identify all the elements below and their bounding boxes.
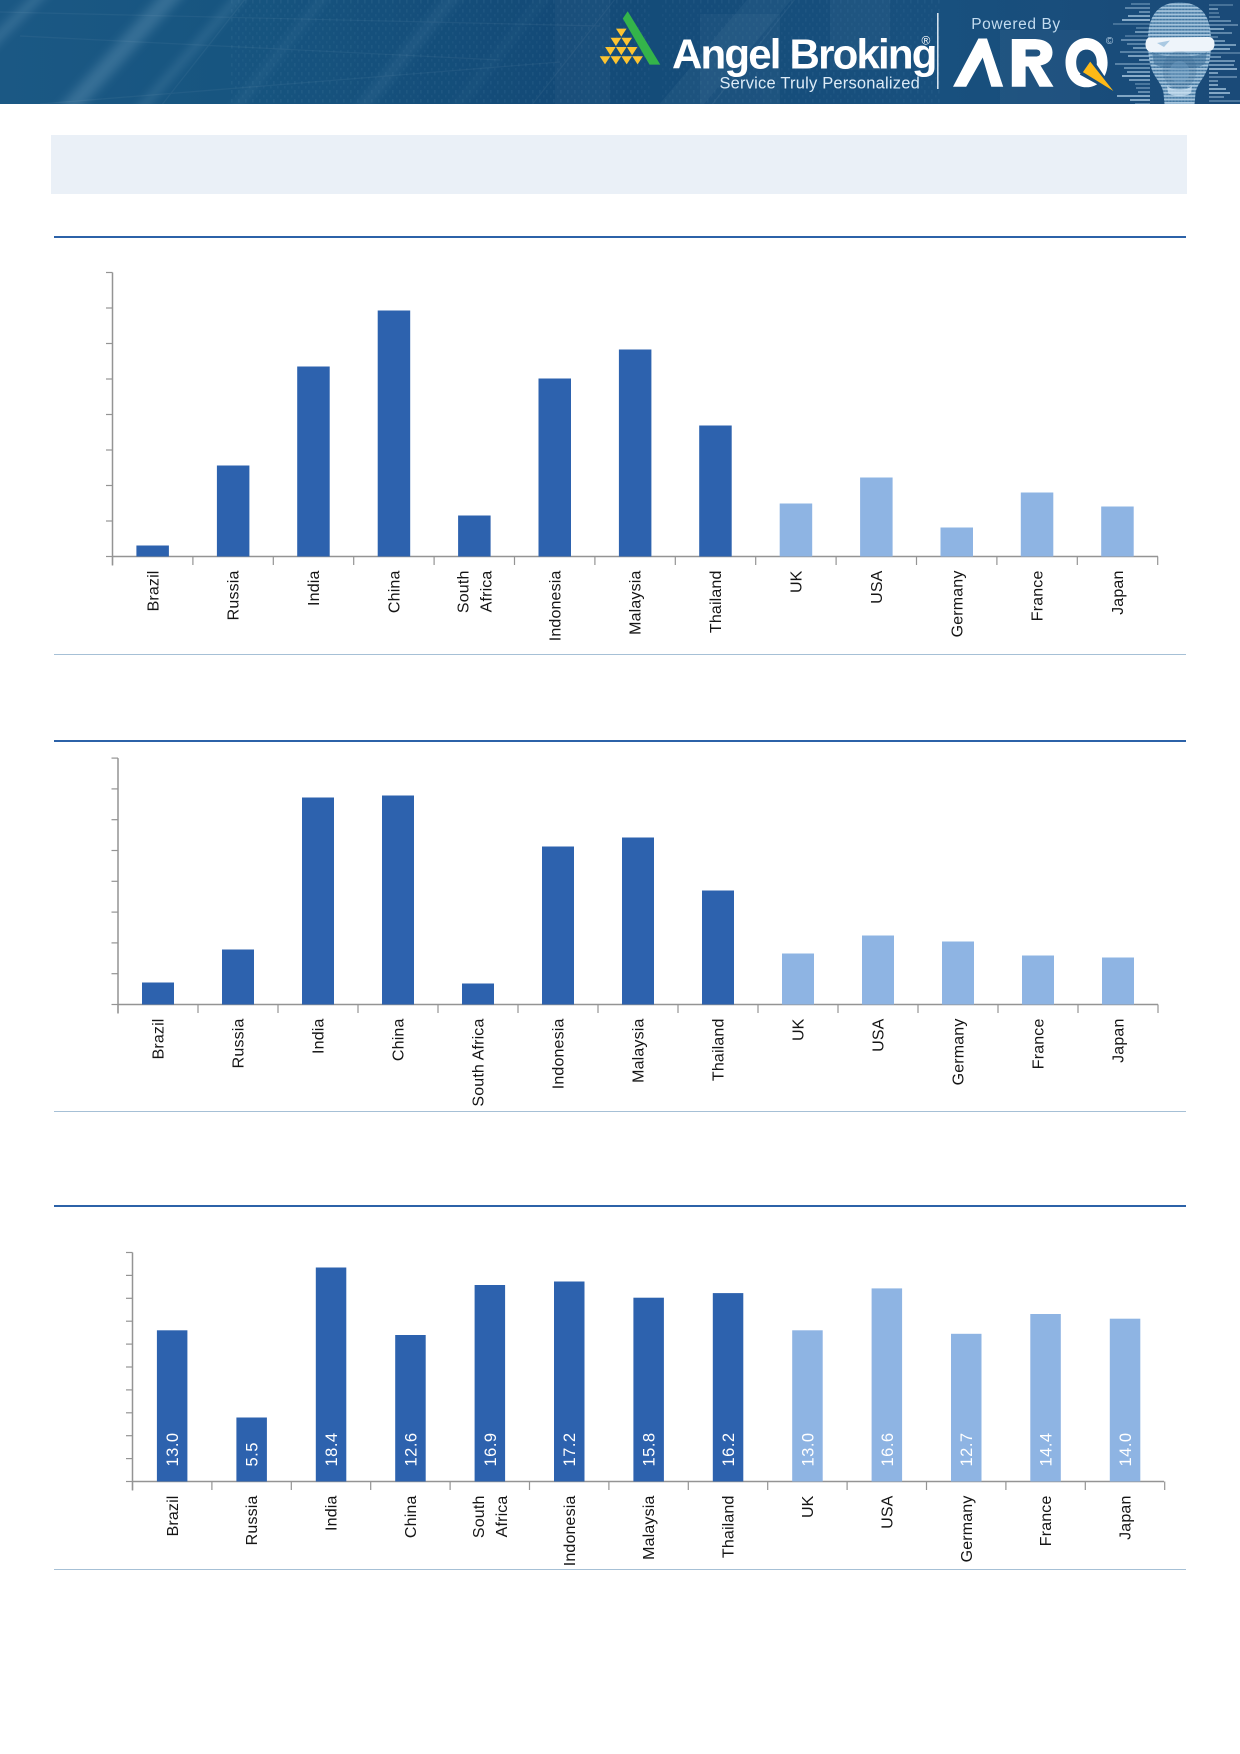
svg-text:UK: UK — [791, 1018, 808, 1041]
svg-text:Malaysia: Malaysia — [631, 1019, 648, 1083]
svg-text:Service Truly Personalized: Service Truly Personalized — [719, 75, 920, 93]
svg-text:Germany: Germany — [949, 571, 966, 638]
svg-text:Thailand: Thailand — [708, 571, 725, 634]
svg-text:France: France — [1038, 1496, 1055, 1547]
svg-text:13.0: 13.0 — [799, 1432, 817, 1466]
svg-text:Japan: Japan — [1118, 1496, 1135, 1540]
svg-text:16.9: 16.9 — [482, 1432, 500, 1466]
svg-text:France: France — [1030, 571, 1047, 622]
svg-text:Africa: Africa — [478, 571, 495, 613]
svg-text:USA: USA — [871, 1018, 888, 1052]
svg-text:Russia: Russia — [231, 1019, 248, 1069]
svg-text:Germany: Germany — [959, 1496, 976, 1563]
svg-text:Brazil: Brazil — [151, 1019, 168, 1060]
svg-text:13.0: 13.0 — [164, 1432, 182, 1466]
svg-text:15.8: 15.8 — [641, 1432, 659, 1466]
svg-text:USA: USA — [869, 570, 886, 604]
svg-text:China: China — [387, 571, 404, 614]
svg-text:India: India — [306, 571, 323, 606]
svg-text:16.2: 16.2 — [720, 1432, 738, 1466]
svg-text:Brazil: Brazil — [165, 1496, 182, 1537]
svg-text:Powered By: Powered By — [971, 16, 1061, 33]
svg-text:Indonesia: Indonesia — [547, 571, 564, 642]
svg-text:South: South — [456, 571, 473, 614]
svg-text:16.6: 16.6 — [879, 1432, 897, 1466]
svg-text:5.5: 5.5 — [244, 1442, 262, 1466]
svg-text:Angel Broking: Angel Broking — [672, 31, 936, 78]
svg-text:Malaysia: Malaysia — [641, 1496, 658, 1560]
svg-text:Brazil: Brazil — [145, 571, 162, 612]
svg-text:18.4: 18.4 — [323, 1432, 341, 1466]
svg-text:©: © — [1106, 36, 1114, 47]
svg-text:UK: UK — [789, 570, 806, 593]
svg-text:UK: UK — [800, 1495, 817, 1518]
svg-text:India: India — [311, 1019, 328, 1054]
svg-text:USA: USA — [879, 1495, 896, 1529]
svg-text:Japan: Japan — [1110, 571, 1127, 615]
svg-text:Russia: Russia — [226, 571, 243, 621]
svg-text:China: China — [391, 1019, 408, 1062]
svg-text:14.0: 14.0 — [1117, 1432, 1135, 1466]
svg-text:17.2: 17.2 — [561, 1432, 579, 1466]
svg-text:India: India — [324, 1496, 341, 1531]
svg-text:France: France — [1031, 1019, 1048, 1070]
svg-text:Indonesia: Indonesia — [551, 1019, 568, 1090]
svg-text:South: South — [471, 1496, 488, 1539]
svg-text:Japan: Japan — [1111, 1019, 1128, 1063]
svg-text:Russia: Russia — [244, 1496, 261, 1546]
svg-text:14.4: 14.4 — [1038, 1432, 1056, 1466]
svg-text:China: China — [403, 1496, 420, 1539]
svg-text:Indonesia: Indonesia — [562, 1496, 579, 1567]
svg-text:Africa: Africa — [494, 1496, 511, 1538]
svg-text:12.6: 12.6 — [402, 1432, 420, 1466]
svg-text:Thailand: Thailand — [721, 1496, 738, 1559]
svg-text:12.7: 12.7 — [958, 1432, 976, 1466]
svg-text:South Africa: South Africa — [471, 1019, 488, 1107]
svg-text:Malaysia: Malaysia — [628, 571, 645, 635]
svg-text:Thailand: Thailand — [711, 1019, 728, 1082]
svg-text:Germany: Germany — [951, 1019, 968, 1086]
svg-text:®: ® — [922, 34, 931, 48]
